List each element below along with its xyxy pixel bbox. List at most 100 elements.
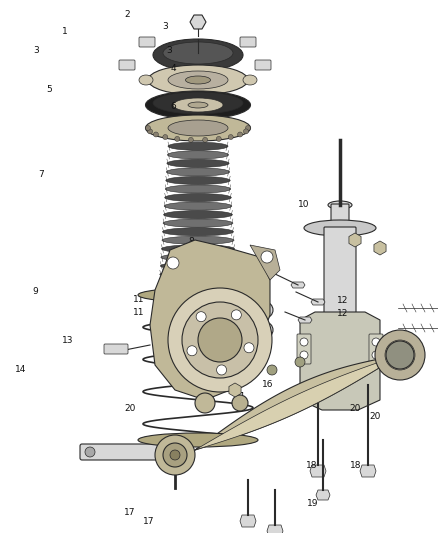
FancyBboxPatch shape xyxy=(324,227,356,334)
Circle shape xyxy=(163,443,187,467)
FancyBboxPatch shape xyxy=(240,37,256,47)
Circle shape xyxy=(300,338,308,346)
FancyBboxPatch shape xyxy=(369,334,383,364)
Circle shape xyxy=(163,134,168,140)
Text: 12: 12 xyxy=(337,296,349,305)
Ellipse shape xyxy=(166,176,230,184)
Ellipse shape xyxy=(243,75,257,85)
Circle shape xyxy=(168,288,272,392)
Ellipse shape xyxy=(165,193,231,201)
Ellipse shape xyxy=(145,115,251,141)
Text: 9: 9 xyxy=(33,287,39,296)
Circle shape xyxy=(196,312,206,322)
Ellipse shape xyxy=(186,76,211,84)
Ellipse shape xyxy=(167,159,229,167)
FancyBboxPatch shape xyxy=(119,60,135,70)
Circle shape xyxy=(155,435,195,475)
Text: 8: 8 xyxy=(188,237,194,246)
Circle shape xyxy=(216,136,221,141)
Ellipse shape xyxy=(158,296,238,304)
Text: 5: 5 xyxy=(46,85,52,93)
Circle shape xyxy=(300,351,308,359)
Ellipse shape xyxy=(173,98,223,112)
Circle shape xyxy=(203,138,208,142)
Ellipse shape xyxy=(162,245,234,253)
FancyBboxPatch shape xyxy=(297,334,311,364)
Circle shape xyxy=(372,338,380,346)
Circle shape xyxy=(232,395,248,411)
Ellipse shape xyxy=(162,228,233,236)
FancyBboxPatch shape xyxy=(80,444,159,460)
Circle shape xyxy=(257,322,273,338)
Ellipse shape xyxy=(163,219,233,227)
Circle shape xyxy=(257,302,273,318)
Ellipse shape xyxy=(167,151,229,159)
Polygon shape xyxy=(195,355,400,450)
FancyBboxPatch shape xyxy=(379,349,395,361)
Circle shape xyxy=(170,450,180,460)
Ellipse shape xyxy=(161,253,235,261)
Ellipse shape xyxy=(138,433,258,447)
Text: 14: 14 xyxy=(15,366,26,374)
Ellipse shape xyxy=(188,102,208,108)
Ellipse shape xyxy=(168,120,228,136)
FancyBboxPatch shape xyxy=(104,344,128,354)
Ellipse shape xyxy=(160,270,236,279)
Polygon shape xyxy=(291,282,305,288)
Text: 20: 20 xyxy=(369,413,381,421)
Text: 11: 11 xyxy=(133,295,145,304)
Ellipse shape xyxy=(157,313,239,321)
Ellipse shape xyxy=(164,211,233,219)
Text: 7: 7 xyxy=(38,171,44,179)
Text: 18: 18 xyxy=(350,461,361,470)
Ellipse shape xyxy=(162,236,234,244)
Text: 12: 12 xyxy=(337,310,349,318)
Ellipse shape xyxy=(165,185,231,193)
Polygon shape xyxy=(195,355,400,450)
Circle shape xyxy=(198,318,242,362)
Circle shape xyxy=(244,129,248,134)
Circle shape xyxy=(262,307,268,313)
Circle shape xyxy=(145,125,151,131)
Ellipse shape xyxy=(145,91,251,119)
FancyBboxPatch shape xyxy=(139,37,155,47)
Text: 17: 17 xyxy=(143,517,155,526)
Text: 15: 15 xyxy=(193,337,204,345)
Circle shape xyxy=(244,343,254,353)
Polygon shape xyxy=(298,317,312,323)
Text: 13: 13 xyxy=(62,336,74,344)
Text: 3: 3 xyxy=(166,46,172,54)
Text: 21: 21 xyxy=(196,392,207,401)
Circle shape xyxy=(148,129,152,134)
Ellipse shape xyxy=(328,201,352,209)
Polygon shape xyxy=(311,299,325,305)
Polygon shape xyxy=(190,15,206,29)
Text: 10: 10 xyxy=(298,200,309,208)
Text: 21: 21 xyxy=(234,392,246,401)
Ellipse shape xyxy=(166,168,230,176)
Polygon shape xyxy=(310,465,326,477)
Ellipse shape xyxy=(168,142,228,150)
Text: 11: 11 xyxy=(133,309,145,317)
Ellipse shape xyxy=(148,65,248,95)
Text: 16: 16 xyxy=(262,381,273,389)
Ellipse shape xyxy=(153,92,243,114)
Circle shape xyxy=(262,327,268,333)
Circle shape xyxy=(85,447,95,457)
Ellipse shape xyxy=(168,71,228,89)
Ellipse shape xyxy=(159,279,237,287)
Text: 20: 20 xyxy=(349,405,360,413)
Circle shape xyxy=(195,393,215,413)
Polygon shape xyxy=(240,515,256,527)
Circle shape xyxy=(246,125,251,131)
Ellipse shape xyxy=(153,39,243,71)
Polygon shape xyxy=(267,525,283,533)
Circle shape xyxy=(153,132,159,137)
Text: 19: 19 xyxy=(307,499,318,508)
Circle shape xyxy=(228,134,233,140)
Circle shape xyxy=(188,138,194,142)
Circle shape xyxy=(175,136,180,141)
Ellipse shape xyxy=(163,42,233,64)
Polygon shape xyxy=(150,240,270,400)
Polygon shape xyxy=(300,312,380,410)
